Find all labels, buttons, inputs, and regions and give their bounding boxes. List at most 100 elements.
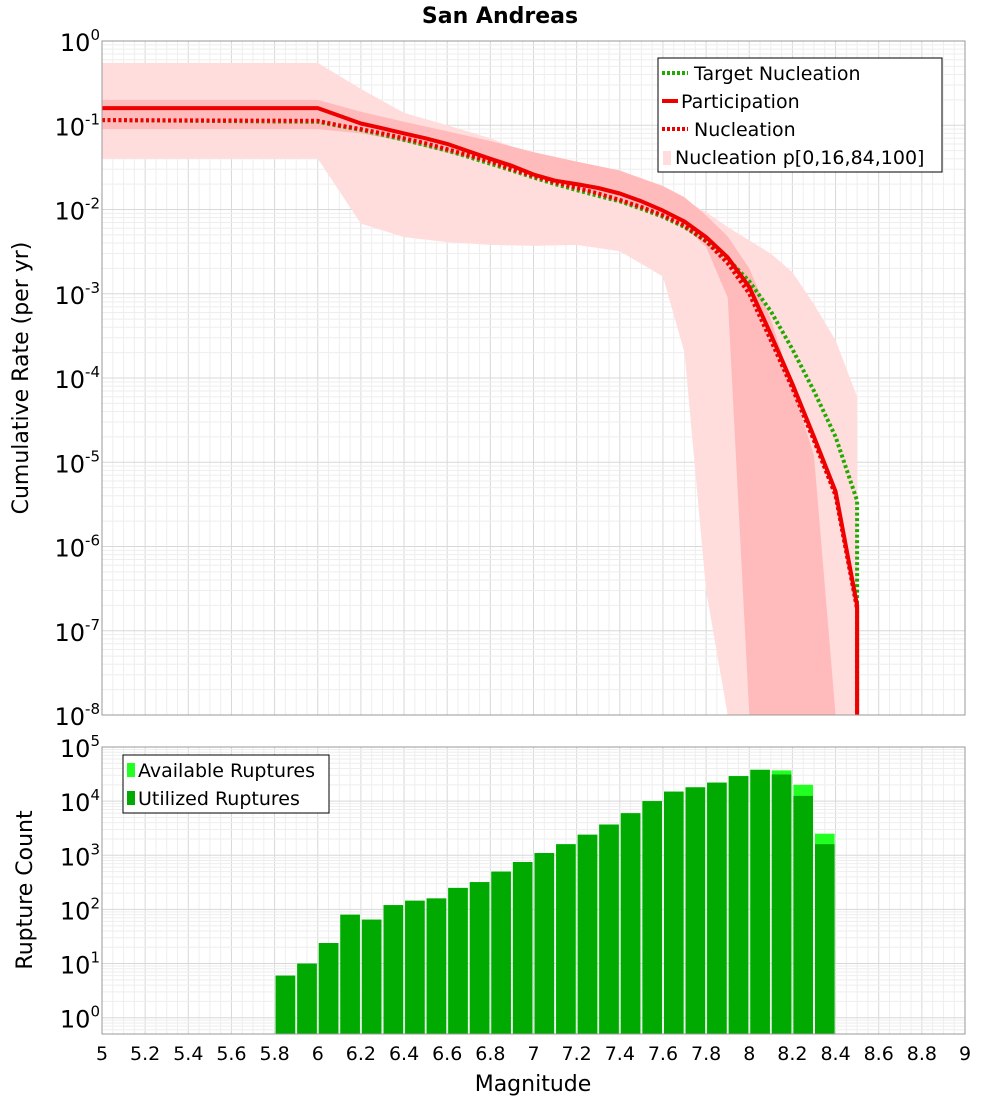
x-tick-label: 5 (96, 1043, 108, 1065)
band-nucleation-p-0-16-84-100 (102, 62, 858, 715)
bar-utilized-ruptures (577, 834, 598, 1034)
bar-utilized-ruptures (491, 871, 511, 1034)
band-nucleation-p16-p84 (102, 99, 858, 715)
legend-swatch-available-ruptures (127, 763, 135, 777)
count-y-tick-label: 102 (60, 894, 100, 925)
rate-y-tick-label: 10-1 (54, 110, 100, 141)
x-tick-label: 8.8 (907, 1043, 937, 1065)
x-tick-label: 6.4 (389, 1043, 419, 1065)
count-panel: 100 101 102 103 104 105 5 5.2 5.4 5.6 5.8 6 6.2 6.4 6… (13, 732, 971, 1097)
bar-utilized-ruptures (448, 887, 468, 1034)
count-legend: Available Ruptures Utilized Ruptures (122, 754, 330, 814)
x-tick-label: 8.6 (864, 1043, 894, 1065)
x-tick-label: 6.8 (475, 1043, 505, 1065)
count-legend-box (122, 754, 330, 814)
x-tick-label: 6.6 (432, 1043, 462, 1065)
bar-utilized-ruptures (534, 853, 555, 1034)
bar-utilized-ruptures (750, 769, 770, 1034)
rate-bands (102, 62, 858, 715)
legend-swatch-utilized-ruptures (127, 791, 135, 805)
count-plot-frame (101, 746, 966, 1035)
count-y-tick-labels: 100 101 102 103 104 105 (60, 732, 100, 1034)
legend-label-participation: Participation (681, 91, 800, 113)
legend-label-utilized-ruptures: Utilized Ruptures (138, 788, 300, 810)
rate-y-tick-label: 100 (60, 26, 100, 57)
series-line-nucleation (101, 118, 860, 715)
x-tick-label: 5.2 (130, 1043, 160, 1065)
count-bars (275, 769, 835, 1034)
x-tick-label: 5.4 (173, 1043, 203, 1065)
count-y-tick-label: 104 (60, 786, 100, 817)
x-tick-label: 8.4 (820, 1043, 850, 1065)
bar-utilized-ruptures (469, 882, 490, 1034)
legend-entry-nucleation-percentiles: Nucleation p[0,16,84,100] (663, 147, 924, 169)
chart-title: San Andreas (422, 4, 578, 29)
legend-label-available-ruptures: Available Ruptures (138, 760, 315, 782)
legend-label-nucleation-percentiles: Nucleation p[0,16,84,100] (675, 147, 924, 169)
legend-label-nucleation: Nucleation (694, 119, 796, 141)
rate-y-tick-label: 10-2 (54, 195, 100, 226)
bar-utilized-ruptures (793, 795, 813, 1034)
x-tick-label: 5.8 (259, 1043, 289, 1065)
count-y-axis-label: Rupture Count (13, 810, 38, 970)
count-y-tick-label: 101 (60, 949, 100, 980)
bar-utilized-ruptures (685, 787, 706, 1034)
rate-y-tick-label: 10-5 (54, 447, 100, 478)
bar-utilized-ruptures (426, 898, 447, 1034)
bar-utilized-ruptures (620, 813, 641, 1034)
bar-utilized-ruptures (318, 943, 339, 1034)
x-tick-label: 7.4 (605, 1043, 635, 1065)
x-tick-label: 7.8 (691, 1043, 721, 1065)
rate-lines (101, 106, 860, 715)
x-axis-label: Magnitude (475, 1072, 592, 1097)
legend-entry-nucleation: Nucleation (662, 119, 796, 141)
x-tick-label: 9 (959, 1043, 971, 1065)
x-tick-label: 8.2 (777, 1043, 807, 1065)
bar-utilized-ruptures (275, 975, 296, 1034)
count-y-tick-label: 105 (60, 732, 100, 763)
x-tick-label: 8 (743, 1043, 755, 1065)
bar-utilized-ruptures (556, 844, 576, 1034)
rate-panel: 100 10-1 10-2 10-3 10-4 10-5 10-6 10-7 10-8 Cumu… (9, 26, 966, 731)
rate-y-tick-label: 10-6 (54, 532, 100, 563)
legend-swatch-nucleation-percentiles (663, 151, 671, 165)
bar-utilized-ruptures (599, 824, 619, 1034)
x-tick-labels: 5 5.2 5.4 5.6 5.8 6 6.2 6.4 6.6 6.8 7 7.2 7.4 7.6 7.8 8… (96, 1043, 971, 1065)
bar-utilized-ruptures (664, 791, 684, 1034)
rate-y-axis-label: Cumulative Rate (per yr) (9, 242, 34, 515)
bar-utilized-ruptures (707, 782, 727, 1034)
bar-utilized-ruptures (361, 919, 382, 1034)
rate-y-tick-label: 10-3 (54, 279, 100, 310)
rate-plot-frame (101, 40, 966, 716)
bar-utilized-ruptures (340, 914, 360, 1034)
x-tick-label: 7.6 (648, 1043, 678, 1065)
bar-utilized-ruptures (771, 774, 792, 1034)
series-line-participation (102, 106, 860, 715)
bar-utilized-ruptures (815, 844, 835, 1034)
bar-utilized-ruptures (405, 900, 425, 1034)
bar-utilized-ruptures (642, 801, 662, 1034)
bar-utilized-ruptures (512, 862, 533, 1034)
rate-y-tick-label: 10-7 (54, 616, 100, 647)
bar-utilized-ruptures (297, 963, 317, 1034)
x-tick-label: 7 (527, 1043, 539, 1065)
bar-utilized-ruptures (383, 905, 404, 1034)
rate-y-tick-label: 10-8 (54, 700, 100, 731)
rate-y-tick-labels: 100 10-1 10-2 10-3 10-4 10-5 10-6 10-7 10-8 (54, 26, 100, 731)
x-tick-label: 6.2 (346, 1043, 376, 1065)
legend-label-target-nucleation: Target Nucleation (693, 63, 861, 85)
legend-entry-participation: Participation (662, 91, 800, 113)
bar-utilized-ruptures (728, 776, 749, 1034)
count-y-tick-label: 103 (60, 840, 100, 871)
legend-entry-utilized-ruptures: Utilized Ruptures (127, 788, 300, 810)
count-y-tick-label: 100 (60, 1003, 100, 1034)
x-tick-label: 5.6 (216, 1043, 246, 1065)
x-tick-label: 7.2 (562, 1043, 592, 1065)
rate-y-tick-label: 10-4 (54, 363, 100, 394)
rate-legend-box (657, 57, 943, 173)
legend-entry-target-nucleation: Target Nucleation (662, 63, 861, 85)
legend-entry-available-ruptures: Available Ruptures (127, 760, 315, 782)
x-tick-label: 6 (312, 1043, 324, 1065)
rate-legend: Target Nucleation Participation Nucleati… (657, 57, 943, 173)
